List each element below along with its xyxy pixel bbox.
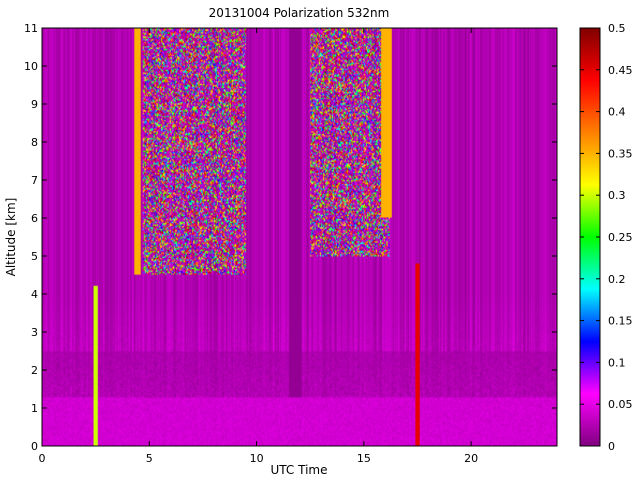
heatmap-plot-area [41, 27, 558, 447]
x-tick-label: 0 [39, 452, 46, 465]
chart-title: 20131004 Polarization 532nm [209, 6, 390, 20]
colorbar-tick-label: 0.5 [608, 22, 626, 35]
x-tick-label: 20 [464, 452, 478, 465]
colorbar: 0 0.05 0.1 0.15 0.2 0.25 0.3 0.35 0.4 0.45 0.5 [579, 22, 633, 453]
x-axis-ticks: 0 5 10 15 20 [39, 28, 478, 465]
y-tick-label: 1 [31, 402, 38, 415]
colorbar-tick-label: 0.15 [608, 315, 633, 328]
x-axis-label: UTC Time [271, 463, 328, 477]
y-tick-label: 4 [31, 288, 38, 301]
y-axis-ticks: 0 1 2 3 4 5 6 7 8 9 10 11 [24, 22, 557, 453]
x-tick-label: 10 [250, 452, 264, 465]
y-tick-label: 8 [31, 136, 38, 149]
heatmap-image [42, 28, 557, 446]
colorbar-tick-label: 0.4 [608, 106, 626, 119]
colorbar-tick-label: 0 [608, 440, 615, 453]
colorbar-tick-label: 0.2 [608, 273, 626, 286]
colorbar-tick-label: 0.3 [608, 189, 626, 202]
colorbar-gradient [580, 28, 600, 446]
y-tick-label: 7 [31, 174, 38, 187]
colorbar-tick-label: 0.45 [608, 64, 633, 77]
y-axis-label: Altitude [km] [4, 198, 18, 277]
colorbar-tick-label: 0.25 [608, 231, 633, 244]
y-tick-label: 6 [31, 212, 38, 225]
colorbar-tick-label: 0.35 [608, 147, 633, 160]
colorbar-ticks: 0 0.05 0.1 0.15 0.2 0.25 0.3 0.35 0.4 0.45 0.5 [580, 22, 633, 453]
y-tick-label: 2 [31, 364, 38, 377]
y-tick-label: 3 [31, 326, 38, 339]
colorbar-tick-label: 0.05 [608, 398, 633, 411]
y-tick-label: 11 [24, 22, 38, 35]
y-tick-label: 5 [31, 250, 38, 263]
x-tick-label: 5 [146, 452, 153, 465]
x-tick-label: 15 [357, 452, 371, 465]
plot-frame [41, 27, 558, 447]
y-tick-label: 0 [31, 440, 38, 453]
colorbar-tick-label: 0.1 [608, 356, 626, 369]
y-tick-label: 10 [24, 60, 38, 73]
y-tick-label: 9 [31, 98, 38, 111]
